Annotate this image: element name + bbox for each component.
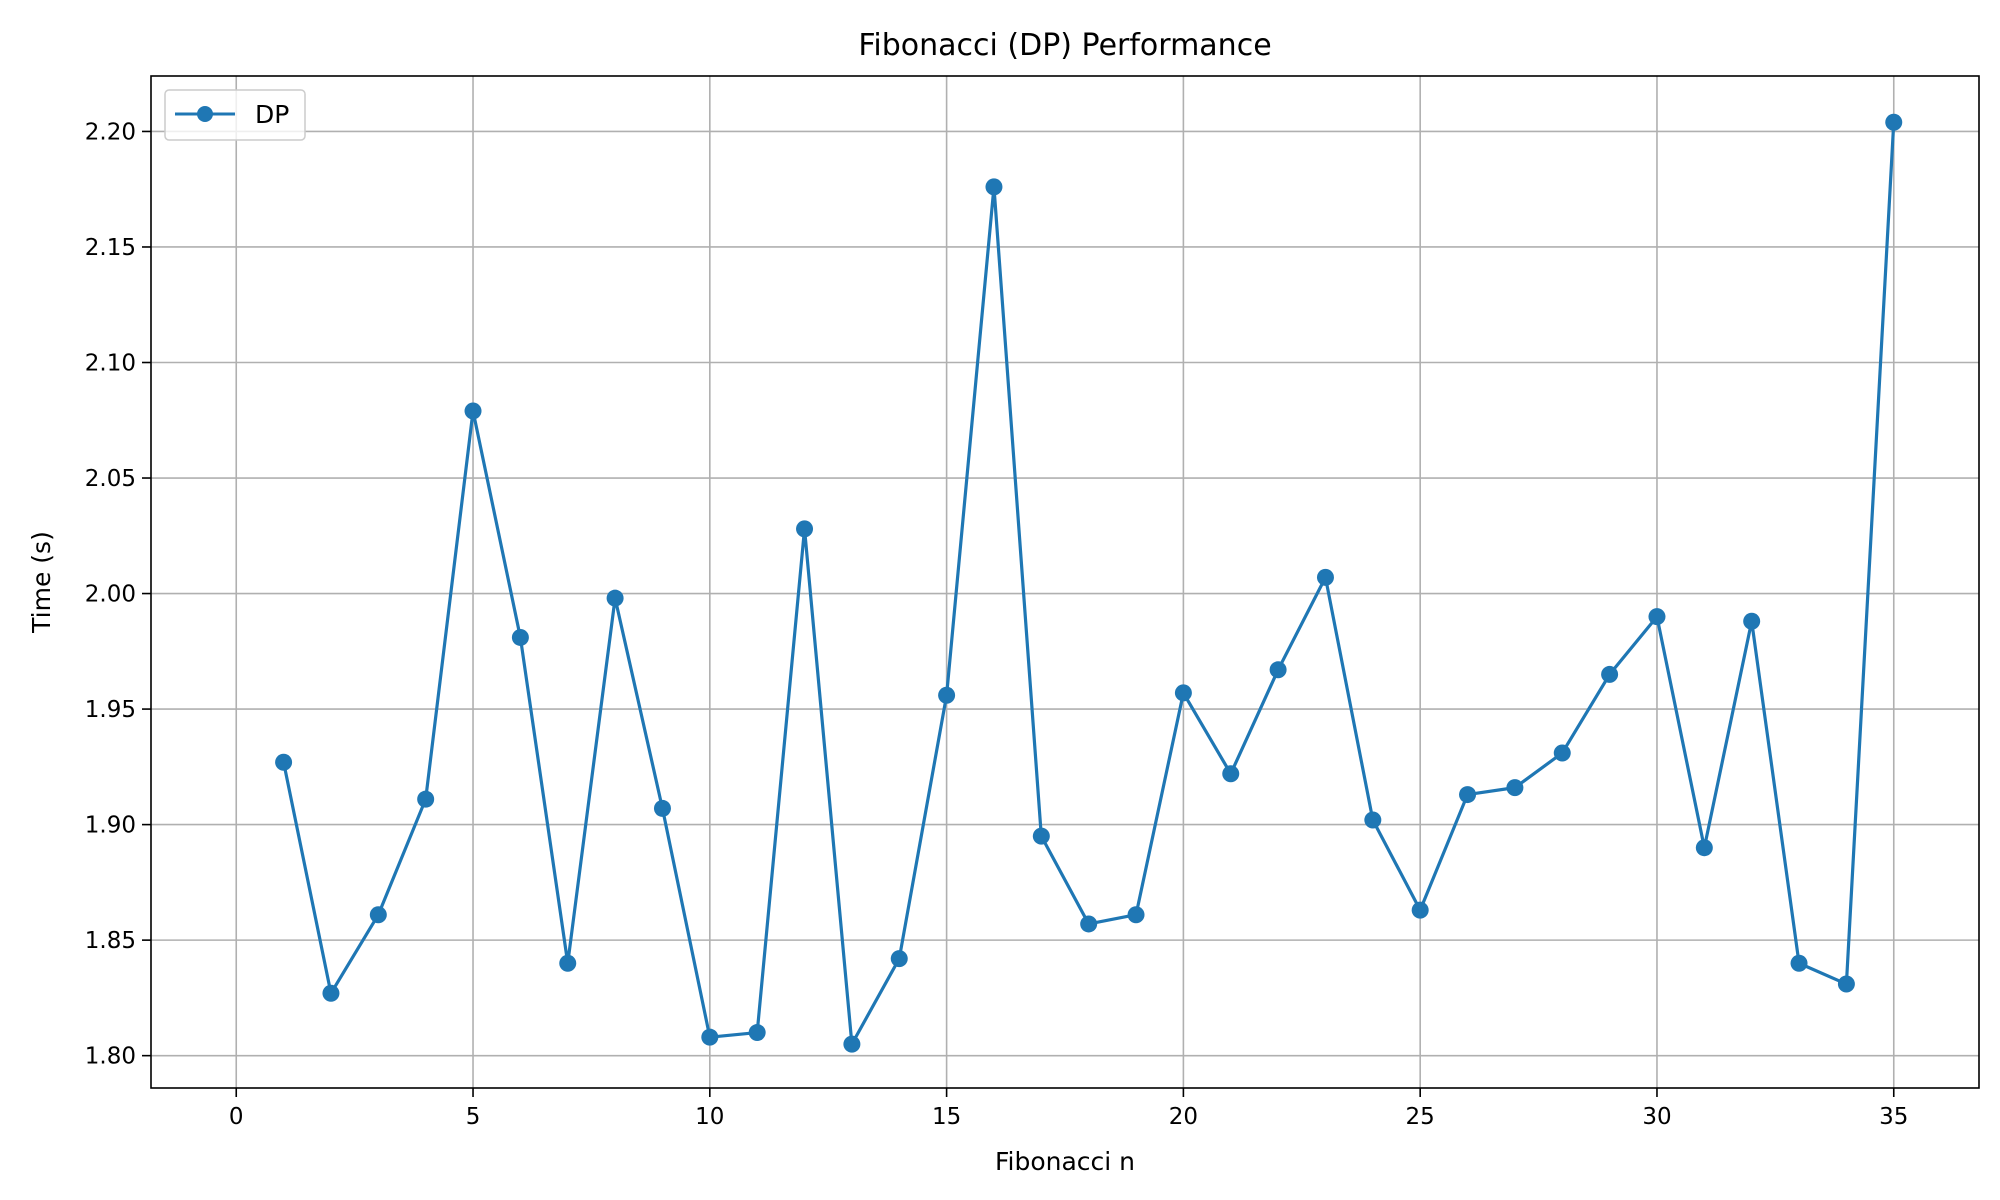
data-point: [843, 1035, 861, 1053]
data-point: [1601, 665, 1619, 683]
data-point: [511, 628, 529, 646]
data-point: [1837, 975, 1855, 993]
legend-marker-swatch: [197, 106, 213, 122]
plot-frame: [150, 75, 1980, 1089]
data-point: [1695, 839, 1713, 857]
data-point: [890, 950, 908, 968]
data-point: [1743, 612, 1761, 630]
x-tick-label: 5: [466, 1104, 481, 1130]
data-point: [653, 799, 671, 817]
data-point: [1506, 779, 1524, 797]
y-axis-title: Time (s): [27, 531, 56, 634]
data-point: [1127, 906, 1145, 924]
x-tick-label: 35: [1879, 1104, 1908, 1130]
y-tick-label: 2.15: [85, 235, 136, 261]
data-point: [1032, 827, 1050, 845]
data-point: [1648, 608, 1666, 626]
chart-title: Fibonacci (DP) Performance: [858, 28, 1271, 63]
data-point: [1459, 786, 1477, 804]
data-point: [1553, 744, 1571, 762]
y-tick-label: 2.10: [85, 351, 136, 377]
data-point: [606, 589, 624, 607]
data-point: [796, 520, 814, 538]
y-tick-label: 1.80: [85, 1044, 136, 1070]
data-point: [985, 178, 1003, 196]
y-tick-label: 1.90: [85, 813, 136, 839]
data-point: [1269, 661, 1287, 679]
data-point: [1222, 765, 1240, 783]
data-point: [275, 753, 293, 771]
y-tick-label: 1.85: [85, 928, 136, 954]
y-tick-label: 1.95: [85, 697, 136, 723]
data-point: [1080, 915, 1098, 933]
data-point: [701, 1028, 719, 1046]
data-point: [1885, 113, 1903, 131]
x-tick-label: 20: [1169, 1104, 1198, 1130]
data-point: [369, 906, 387, 924]
legend: DP: [164, 89, 306, 141]
data-point: [559, 954, 577, 972]
series-layer: [275, 113, 1903, 1053]
data-point: [417, 790, 435, 808]
data-point: [938, 686, 956, 704]
x-tick-label: 15: [932, 1104, 961, 1130]
data-point: [1411, 901, 1429, 919]
x-tick-label: 0: [229, 1104, 244, 1130]
y-tick-label: 2.00: [85, 582, 136, 608]
legend-label: DP: [255, 100, 289, 129]
data-point: [1316, 568, 1334, 586]
x-tick-label: 25: [1406, 1104, 1435, 1130]
x-axis-title: Fibonacci n: [995, 1147, 1135, 1176]
x-tick-label: 10: [695, 1104, 724, 1130]
data-point: [748, 1024, 766, 1042]
data-point: [1790, 954, 1808, 972]
data-point: [464, 402, 482, 420]
y-tick-label: 2.05: [85, 466, 136, 492]
axis-ticks: 0 5 10 15 20 25 30 35 1.80 1.85 1.90 1.95 2.00 2.05 2.…: [85, 119, 1909, 1130]
y-tick-label: 2.20: [85, 119, 136, 145]
x-tick-label: 30: [1642, 1104, 1671, 1130]
data-point: [1174, 684, 1192, 702]
data-point: [1364, 811, 1382, 829]
data-point: [322, 984, 340, 1002]
grid-lines: [151, 76, 1979, 1088]
